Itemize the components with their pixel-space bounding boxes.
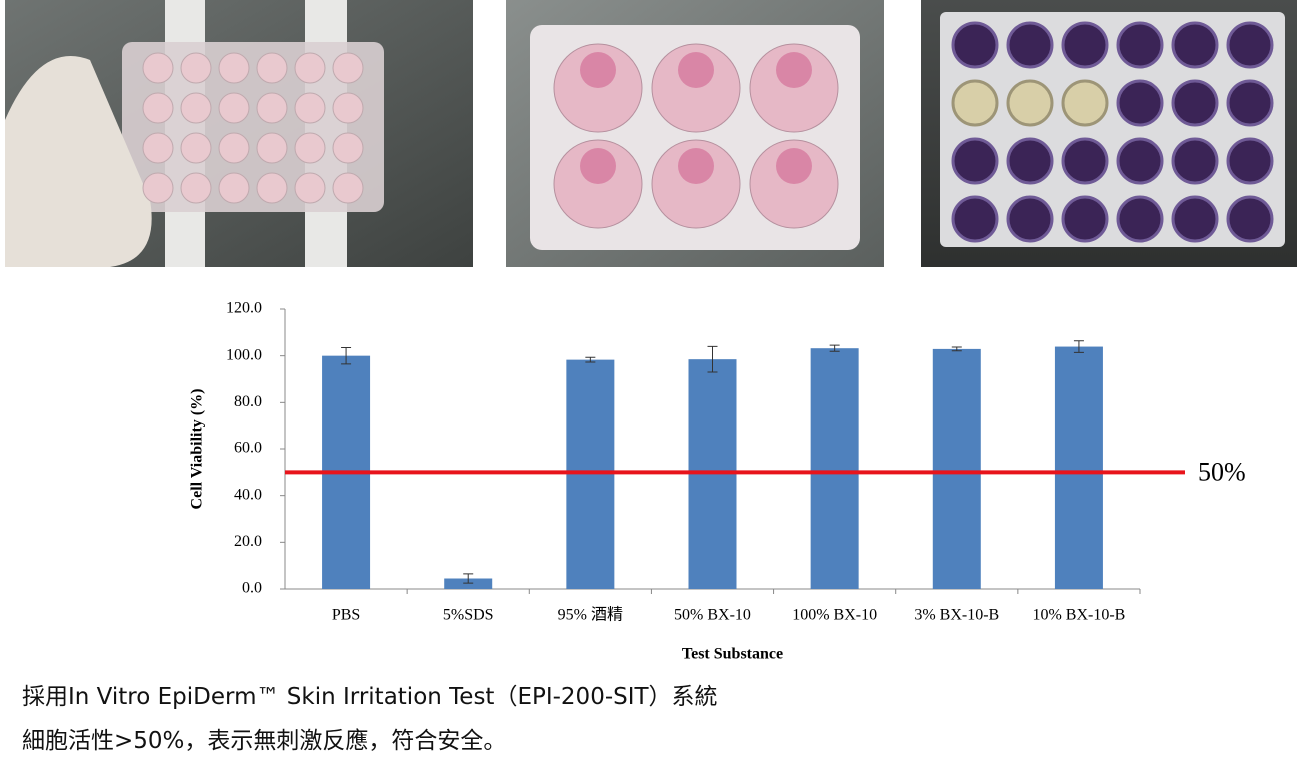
y-tick-label: 100.0 bbox=[226, 346, 262, 363]
well bbox=[256, 52, 288, 84]
insert bbox=[580, 52, 616, 88]
error-bar bbox=[585, 356, 596, 363]
well bbox=[180, 52, 212, 84]
insert bbox=[580, 148, 616, 184]
well bbox=[951, 195, 999, 243]
bar bbox=[810, 348, 859, 589]
well bbox=[951, 79, 999, 127]
error-bar bbox=[341, 347, 352, 365]
well bbox=[1061, 137, 1109, 185]
well bbox=[1171, 79, 1219, 127]
well bbox=[142, 132, 174, 164]
gloved-hand bbox=[5, 56, 152, 267]
insert bbox=[776, 148, 812, 184]
x-tick-label: 50% BX-10 bbox=[674, 607, 751, 624]
well bbox=[951, 137, 999, 185]
well bbox=[218, 92, 250, 124]
well bbox=[1116, 79, 1164, 127]
bar bbox=[444, 578, 493, 589]
caption-line: 採用In Vitro EpiDerm™ Skin Irritation Test… bbox=[22, 684, 718, 710]
y-tick-label: 40.0 bbox=[234, 486, 262, 503]
photos bbox=[5, 0, 1297, 267]
y-tick-label: 20.0 bbox=[234, 533, 262, 550]
well bbox=[180, 132, 212, 164]
y-tick-label: 80.0 bbox=[234, 393, 262, 410]
well bbox=[1116, 21, 1164, 69]
well bbox=[142, 92, 174, 124]
well bbox=[142, 172, 174, 204]
well bbox=[218, 52, 250, 84]
well bbox=[1226, 21, 1274, 69]
reference-label: 50% bbox=[1198, 457, 1246, 486]
well bbox=[1226, 195, 1274, 243]
well bbox=[332, 52, 364, 84]
bar bbox=[932, 348, 981, 589]
well bbox=[180, 172, 212, 204]
error-bar bbox=[463, 573, 474, 584]
well bbox=[1226, 79, 1274, 127]
well bbox=[256, 132, 288, 164]
well bbox=[1226, 137, 1274, 185]
well bbox=[1061, 79, 1109, 127]
x-tick-label: PBS bbox=[332, 607, 360, 624]
chart: 0.0 20.0 40.0 60.0 80.0 100.0 120.0 PBS 5%SDS 95%… bbox=[5, 0, 1297, 663]
well bbox=[1171, 21, 1219, 69]
well bbox=[294, 52, 326, 84]
x-tick-label: 3% BX-10-B bbox=[914, 607, 999, 624]
bar bbox=[1054, 346, 1103, 589]
well bbox=[1171, 137, 1219, 185]
well bbox=[256, 172, 288, 204]
well bbox=[1061, 21, 1109, 69]
well bbox=[332, 132, 364, 164]
x-tick-label: 95% 酒精 bbox=[558, 606, 623, 624]
well bbox=[1061, 195, 1109, 243]
error-bar bbox=[1073, 340, 1084, 353]
well bbox=[332, 92, 364, 124]
plate bbox=[122, 42, 384, 212]
well bbox=[294, 132, 326, 164]
y-tick-label: 60.0 bbox=[234, 440, 262, 457]
well bbox=[142, 52, 174, 84]
caption-line: 細胞活性>50%，表示無刺激反應，符合安全。 bbox=[22, 728, 507, 754]
x-axis-title: Test Substance bbox=[682, 646, 783, 663]
error-bar bbox=[707, 345, 718, 373]
well bbox=[1116, 137, 1164, 185]
well bbox=[218, 172, 250, 204]
x-tick-label: 5%SDS bbox=[443, 607, 494, 624]
plate bbox=[940, 12, 1285, 247]
well bbox=[218, 132, 250, 164]
y-tick-label: 120.0 bbox=[226, 300, 262, 317]
error-bar bbox=[829, 344, 840, 352]
insert bbox=[776, 52, 812, 88]
insert bbox=[678, 148, 714, 184]
well bbox=[332, 172, 364, 204]
well bbox=[1006, 21, 1054, 69]
insert bbox=[678, 52, 714, 88]
y-axis-title: Cell Viability (%) bbox=[189, 389, 206, 510]
well bbox=[1006, 195, 1054, 243]
error-bar bbox=[951, 346, 962, 352]
well bbox=[1006, 79, 1054, 127]
x-tick-label: 100% BX-10 bbox=[792, 607, 877, 624]
x-tick-label: 10% BX-10-B bbox=[1032, 607, 1125, 624]
well bbox=[294, 92, 326, 124]
y-tick-label: 0.0 bbox=[242, 580, 262, 597]
well bbox=[256, 92, 288, 124]
well bbox=[951, 21, 999, 69]
well bbox=[294, 172, 326, 204]
well bbox=[1116, 195, 1164, 243]
well bbox=[1171, 195, 1219, 243]
well bbox=[1006, 137, 1054, 185]
well bbox=[180, 92, 212, 124]
